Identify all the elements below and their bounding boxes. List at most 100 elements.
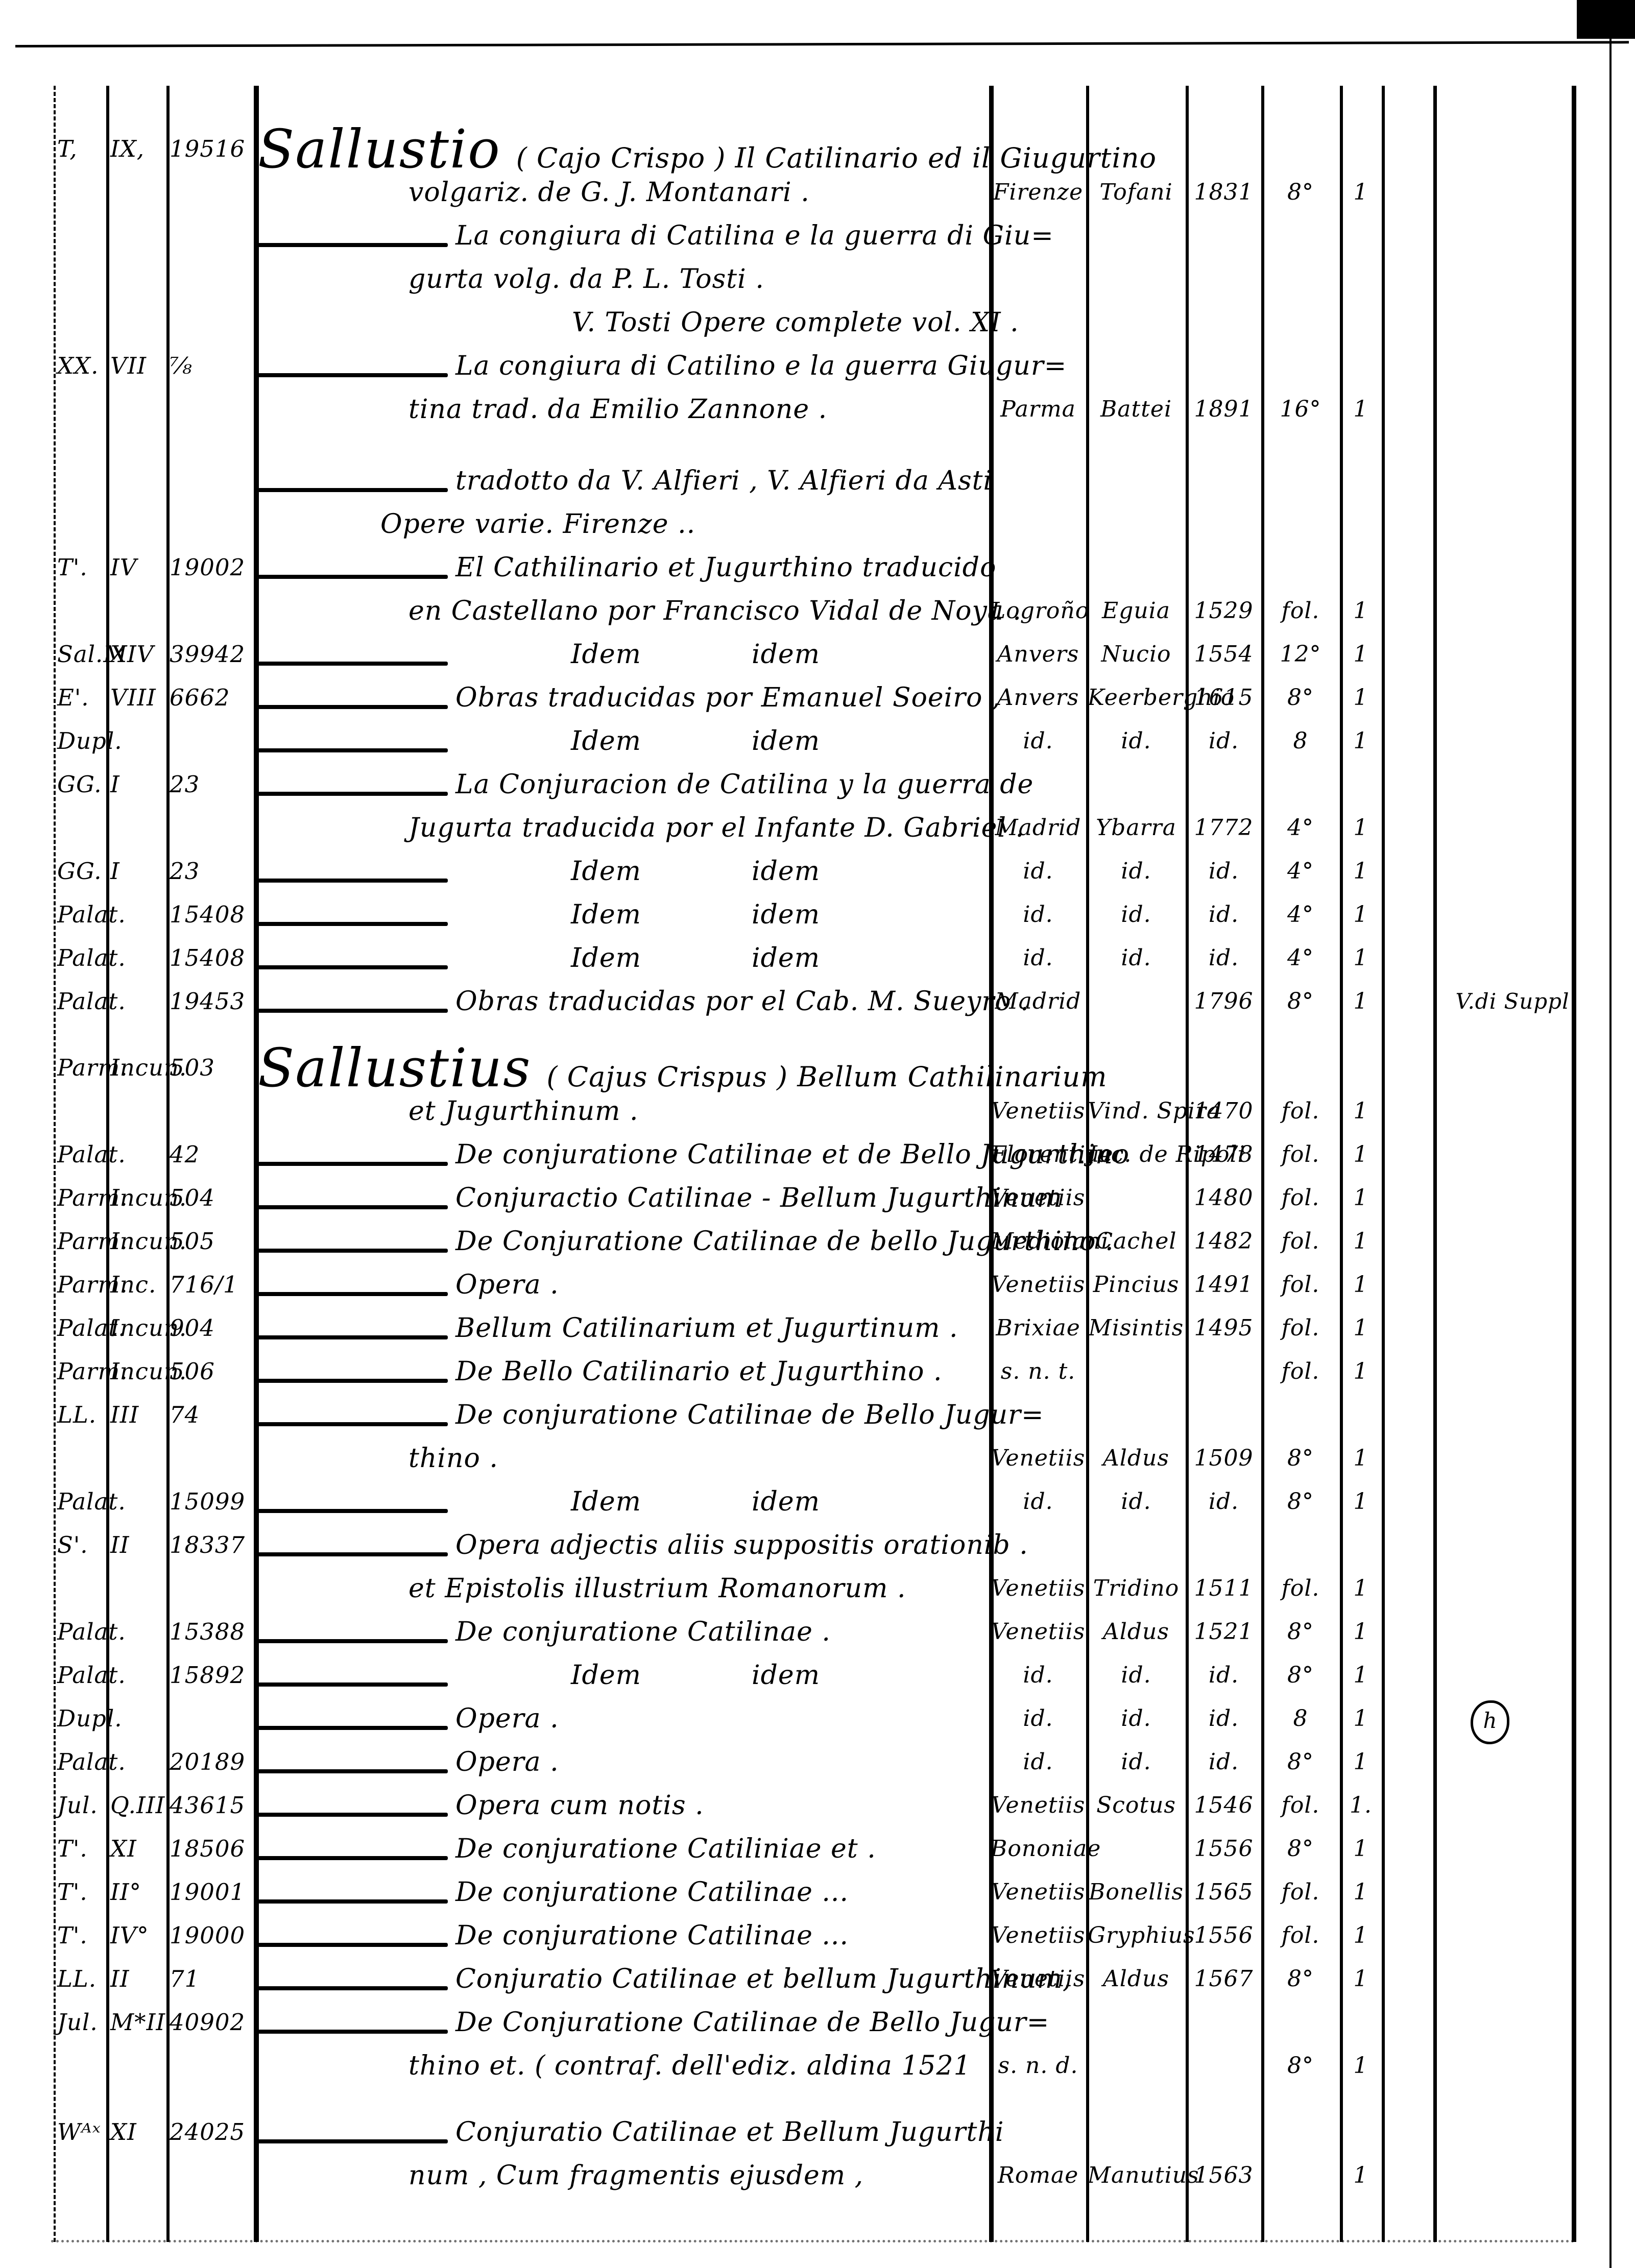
format-cell: fol. [1281, 1879, 1320, 1905]
catalog-line: et Epistolis illustrium Romanorum . Venet… [0, 1564, 1635, 1613]
place-cell: Firenze [993, 179, 1084, 205]
format-cell: 8° [1287, 685, 1314, 711]
year-cell: 1546 [1194, 1792, 1254, 1818]
catalog-line: Palat. 15892 Idem idem id. id. id. 8° 1 [0, 1651, 1635, 1700]
catalog-line: Parm. Incun. 506 De Bello Catilinario et Ju… [0, 1347, 1635, 1396]
title-text: Opera . [455, 1270, 559, 1300]
printer-cell: Nucio [1101, 641, 1171, 667]
shelf-mark: Parm. [57, 1228, 128, 1255]
catalog-line: tina trad. da Emilio Zannone . Parma Batte… [0, 385, 1635, 434]
year-cell: id. [1208, 1489, 1239, 1515]
catalog-line: volgariz. de G. J. Montanari . Firenze Tof… [0, 168, 1635, 217]
format-cell: fol. [1281, 1315, 1320, 1341]
catalog-line: T'. IV 19002 El Cathilinario et Jugurthino … [0, 543, 1635, 592]
copies-cell: 1 [1353, 1662, 1368, 1688]
shelf-mark: LL. [57, 1965, 97, 1992]
year-cell: id. [1208, 858, 1239, 884]
series-mark: Q.III [110, 1792, 165, 1819]
series-mark: IV [110, 554, 137, 581]
place-cell: id. [1023, 1489, 1053, 1515]
copies-cell: 1 [1353, 1575, 1368, 1601]
place-cell: Bononiae [991, 1836, 1101, 1862]
title-text: V. Tosti Opere complete vol. XI . [572, 307, 1019, 338]
place-cell: Venetiis [991, 1792, 1086, 1818]
ditto-idem: idem [752, 639, 820, 670]
series-mark: XI [110, 1835, 137, 1862]
inventory-number: 23 [170, 771, 200, 798]
inventory-number: 15099 [170, 1488, 246, 1515]
ditto-idem: Idem [571, 943, 641, 973]
place-cell: id. [1023, 1705, 1053, 1732]
ditto-dash [258, 922, 448, 926]
copies-cell: 1 [1353, 1619, 1368, 1645]
format-cell: 4° [1287, 858, 1314, 884]
printer-cell: id. [1121, 728, 1151, 754]
ditto-dash [258, 2030, 448, 2034]
format-cell: 8° [1287, 1966, 1314, 1992]
ditto-dash [258, 1769, 448, 1773]
shelf-mark: Wᴬˣ [57, 2118, 101, 2145]
shelf-mark: T'. [57, 1879, 88, 1906]
ditto-dash [258, 2139, 448, 2143]
copies-cell: 1 [1353, 1879, 1368, 1905]
printer-cell: Scotus [1096, 1792, 1176, 1818]
copies-cell: 1 [1353, 1489, 1368, 1515]
shelf-mark: Palat. [57, 1488, 126, 1515]
year-cell: 1565 [1194, 1879, 1254, 1905]
series-mark: I [110, 771, 120, 798]
format-cell: fol. [1281, 1575, 1320, 1601]
ditto-dash [258, 1335, 448, 1339]
catalog-line: num , Cum fragmentis ejusdem , Romae Manut… [0, 2151, 1635, 2200]
format-cell: 8° [1287, 1662, 1314, 1688]
title-text: De Conjuratione Catilinae de bello Jugur… [455, 1226, 1114, 1257]
ditto-dash [258, 1813, 448, 1817]
year-cell: 1529 [1194, 598, 1254, 624]
shelf-mark: Jul. [57, 2009, 98, 2036]
copies-cell: 1 [1353, 396, 1368, 422]
catalog-line: Palat. 15388 De conjuratione Catilinae . Ve… [0, 1607, 1635, 1656]
place-cell: s. n. d. [998, 2053, 1078, 2079]
year-cell: id. [1208, 1662, 1239, 1688]
title-text: Conjuratio Catilinae et Bellum Jugurthi [455, 2117, 1004, 2148]
author-headword: Sallustius [258, 1037, 532, 1099]
series-mark: Incun. [110, 1184, 187, 1211]
shelf-mark: Palat. [57, 1141, 126, 1168]
title-heading: Sallustio( Cajo Crispo ) Il Catilinario … [258, 123, 1157, 183]
copies-cell: 1 [1353, 728, 1368, 754]
catalog-line: et Jugurthinum . Venetiis Vind. Spira 1470 f… [0, 1087, 1635, 1136]
inventory-number: 23 [170, 858, 200, 885]
title-text: ( Cajus Crispus ) Bellum Cathilinarium [546, 1061, 1108, 1093]
copies-cell: 1 [1353, 1836, 1368, 1862]
title-text: La Conjuracion de Catilina y la guerra d… [455, 769, 1034, 800]
format-cell: 8 [1293, 1705, 1308, 1732]
series-mark: Incun. [110, 1358, 187, 1385]
printer-cell: id. [1121, 1749, 1151, 1775]
catalog-line: Parm. Incun. 503 Sallustius( Cajus Crispus … [0, 1041, 1635, 1094]
title-text: De conjuratione Catilinae et de Bello Ju… [455, 1139, 1130, 1170]
shelf-mark: GG. [57, 858, 102, 885]
title-text: et Epistolis illustrium Romanorum . [408, 1573, 906, 1604]
catalog-line: Palat. 19453 Obras traducidas por el Cab. … [0, 977, 1635, 1026]
year-cell: 1891 [1194, 396, 1254, 422]
series-mark: VIII [110, 684, 156, 711]
shelf-mark: Parm. [57, 1271, 128, 1298]
author-headword: Sallustio [258, 118, 501, 180]
place-cell: id. [1023, 901, 1053, 928]
format-cell: 8° [1287, 1489, 1314, 1515]
printer-cell: id. [1121, 901, 1151, 928]
title-text: tradotto da V. Alfieri , V. Alfieri da A… [455, 466, 993, 496]
place-cell: Venetiis [991, 1619, 1086, 1645]
title-text: De Conjuratione Catilinae de Bello Jugur… [455, 2007, 1050, 2038]
ditto-idem: Idem [571, 726, 641, 757]
year-cell: id. [1208, 1749, 1239, 1775]
ditto-idem: Idem [571, 899, 641, 930]
format-cell: 12° [1280, 641, 1321, 667]
inventory-number: 19000 [170, 1922, 246, 1949]
title-text: Opera . [455, 1703, 559, 1734]
place-cell: Madrid [995, 988, 1081, 1014]
format-cell: 8° [1287, 988, 1314, 1014]
shelf-mark: XX. [57, 352, 99, 379]
copies-cell: 1 [1353, 1445, 1368, 1471]
series-mark: II [110, 1531, 130, 1558]
copies-cell: 1 [1353, 1705, 1368, 1732]
